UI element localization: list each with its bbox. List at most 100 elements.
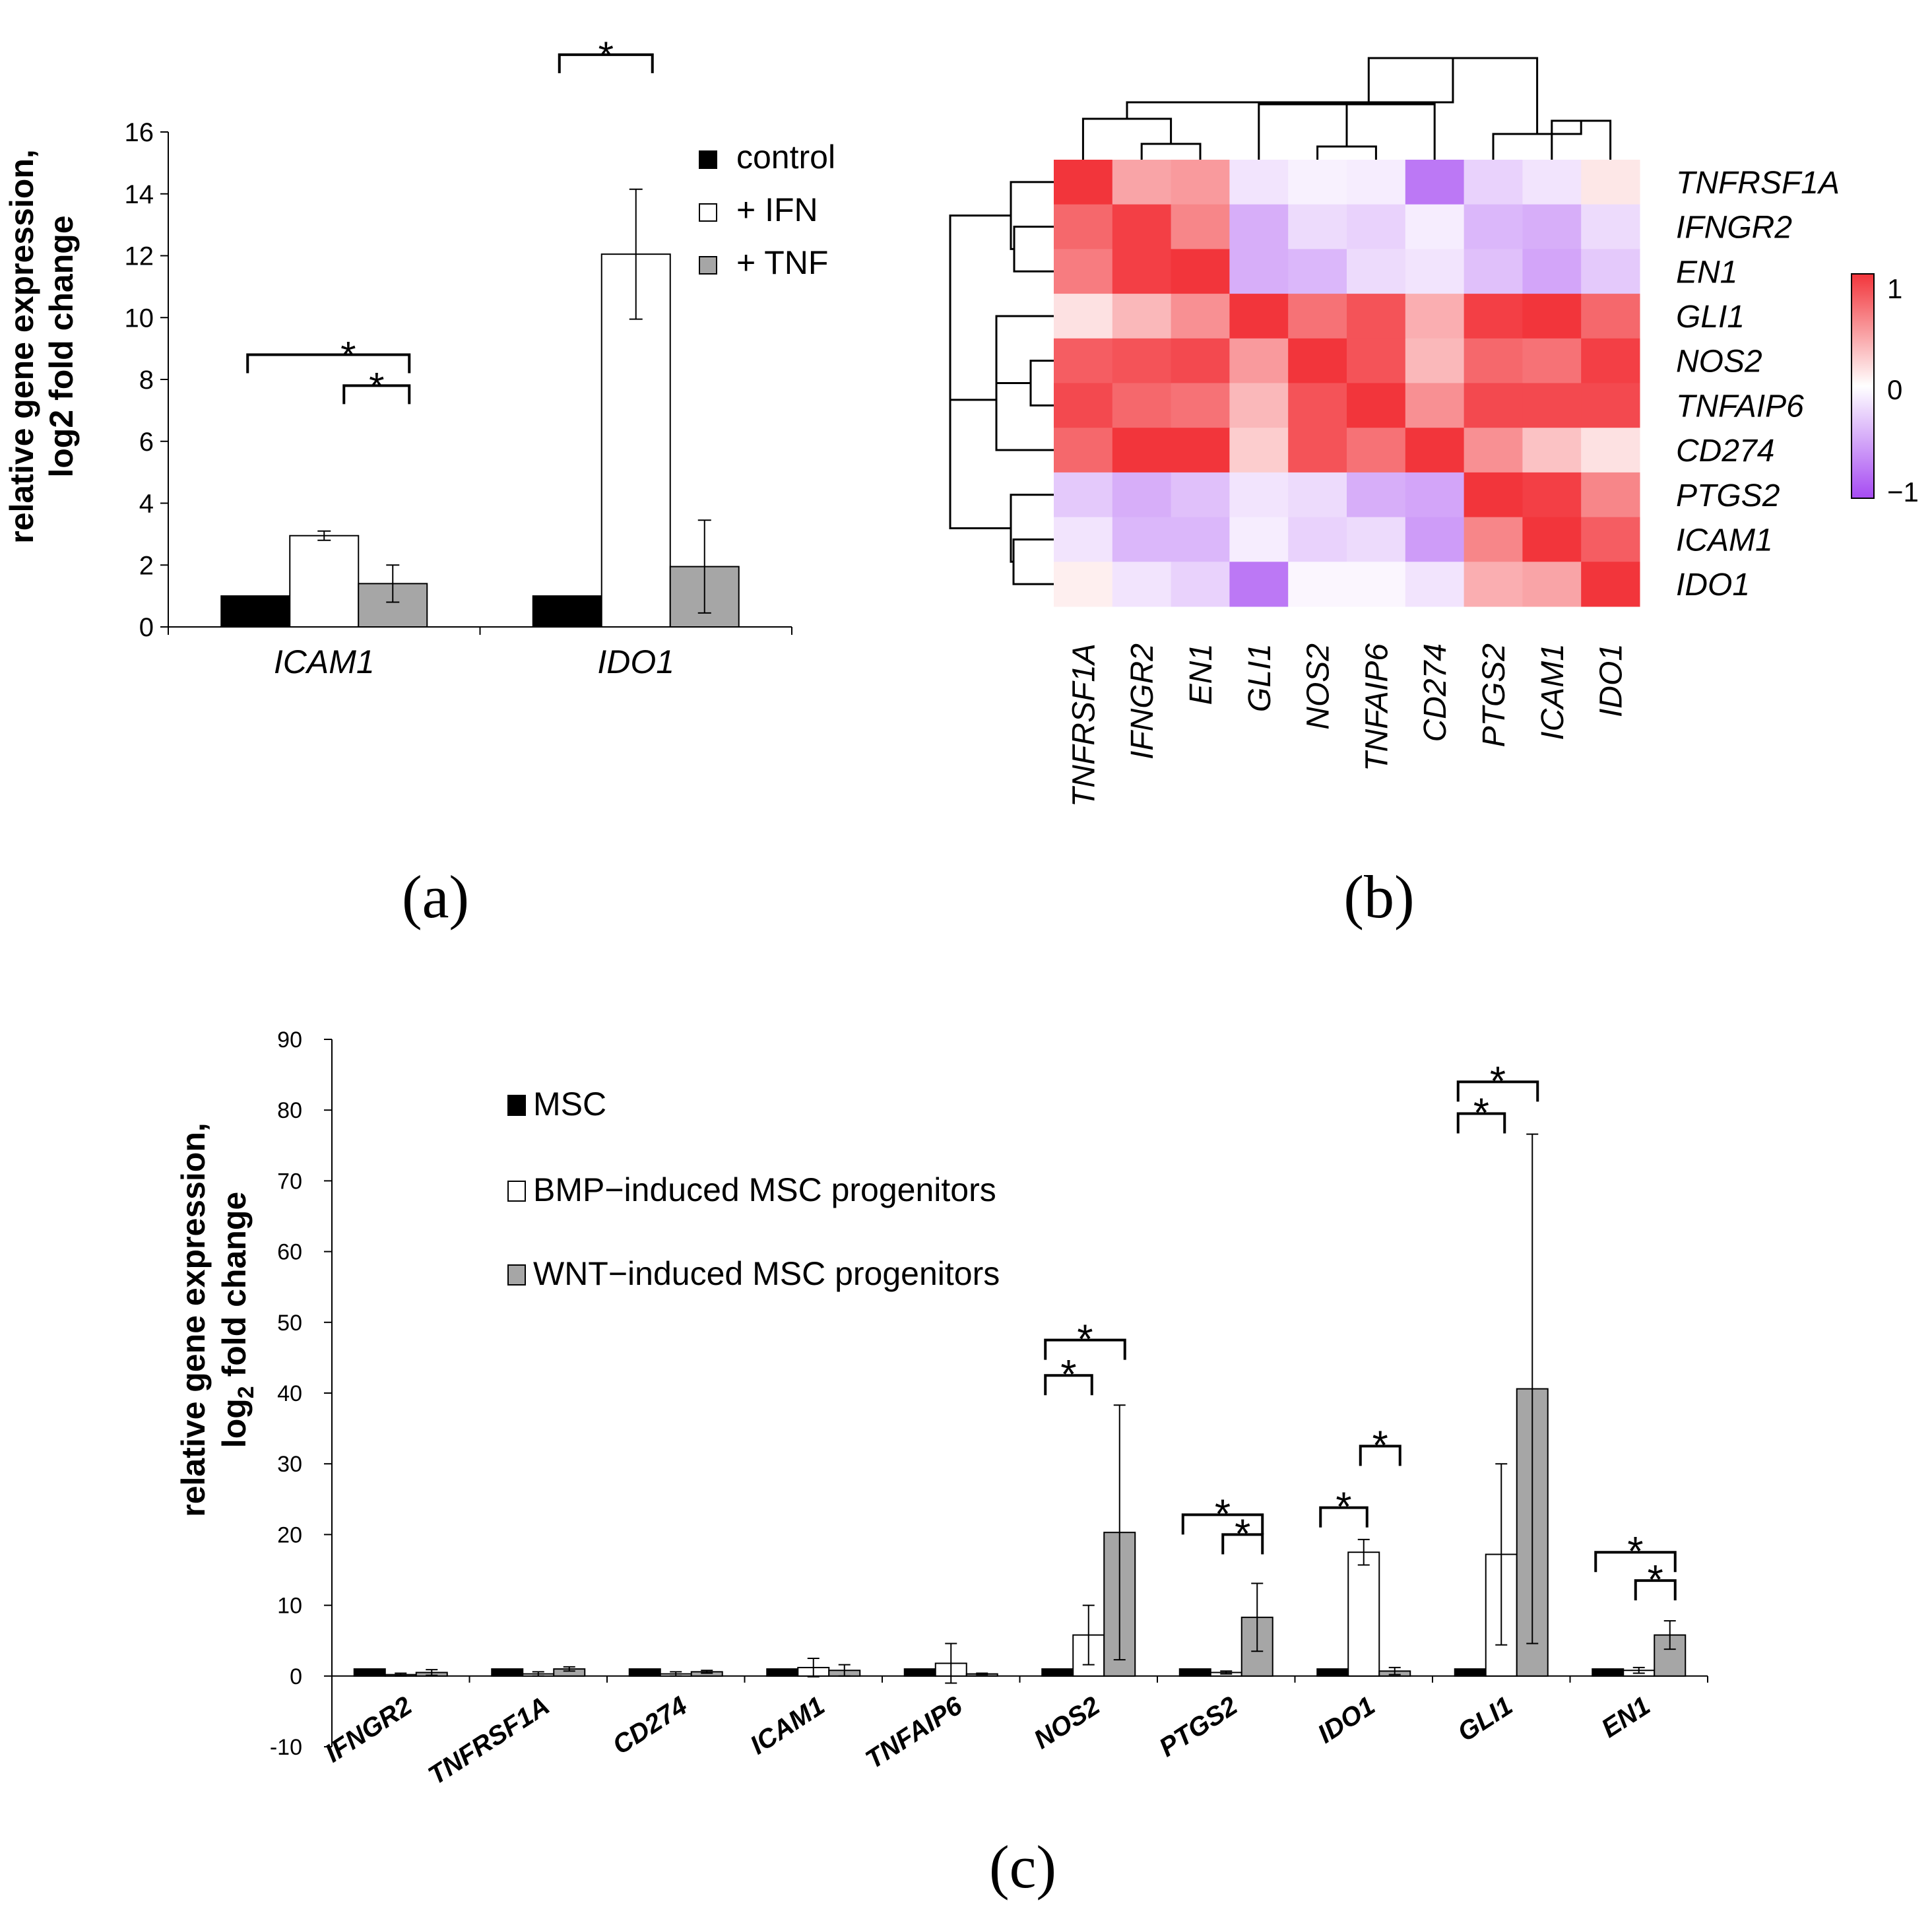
panel-b-cell-icam1-gli1 <box>1229 517 1288 562</box>
panel-b-cell-ido1-tnfrsf1a <box>1054 562 1112 606</box>
panel-b-cell-icam1-ido1 <box>1581 517 1640 562</box>
panel-b-cell-gli1-icam1 <box>1522 294 1581 339</box>
panel-b-cell-tnfrsf1a-ido1 <box>1581 160 1640 205</box>
panel-a-label: (a) <box>402 863 469 930</box>
panel-b-cell-ifngr2-cd274 <box>1405 205 1464 249</box>
panel-c-y-tick-label: 10 <box>277 1594 302 1619</box>
panel-b-cell-cd274-tnfaip6 <box>1347 428 1405 472</box>
panel-b-row-label-ptgs2: PTGS2 <box>1676 478 1780 513</box>
panel-b-cell-tnfaip6-nos2 <box>1288 383 1347 428</box>
panel-b-cell-icam1-icam1 <box>1522 517 1581 562</box>
panel-b-cell-cd274-ptgs2 <box>1464 428 1523 472</box>
panel-a-bar-control-ido1 <box>533 596 602 627</box>
panel-b-cell-nos2-tnfrsf1a <box>1054 339 1112 383</box>
panel-c-significance-star: * <box>1215 1491 1231 1537</box>
panel-a-legend-label-control: control <box>736 139 835 176</box>
panel-c-ylabel-log: log <box>216 1398 253 1448</box>
figure: relative gene expression, log2 fold chan… <box>0 0 1932 1921</box>
panel-a-legend-swatch-ifn <box>699 204 717 221</box>
panel-b-row-label-cd274: CD274 <box>1676 434 1774 469</box>
panel-b-cell-ptgs2-cd274 <box>1405 472 1464 517</box>
panel-b-cell-nos2-cd274 <box>1405 339 1464 383</box>
panel-c-significance-star: * <box>1627 1529 1643 1575</box>
panel-b-cell-en1-ido1 <box>1581 249 1640 294</box>
panel-a-y-tick-label: 12 <box>125 242 154 271</box>
panel-b-cell-tnfrsf1a-icam1 <box>1522 160 1581 205</box>
panel-c-label: (c) <box>989 1833 1056 1901</box>
panel-b-row-label-icam1: ICAM1 <box>1676 523 1773 558</box>
panel-b-cell-tnfaip6-ifngr2 <box>1112 383 1171 428</box>
panel-c-bar-msc-ifngr2 <box>354 1669 385 1676</box>
panel-c-significance-star: * <box>1490 1058 1506 1104</box>
panel-b-cell-cd274-tnfrsf1a <box>1054 428 1112 472</box>
panel-b-row-label-ido1: IDO1 <box>1676 568 1750 602</box>
panel-c-significance-star: * <box>1235 1511 1250 1557</box>
panel-b-cell-tnfrsf1a-tnfaip6 <box>1347 160 1405 205</box>
panel-c-significance-star: * <box>1336 1485 1351 1530</box>
panel-b-cell-tnfrsf1a-cd274 <box>1405 160 1464 205</box>
panel-b-cell-nos2-nos2 <box>1288 339 1347 383</box>
panel-b-cell-icam1-cd274 <box>1405 517 1464 562</box>
panel-b-cell-ptgs2-gli1 <box>1229 472 1288 517</box>
panel-c-significance-star: * <box>1060 1352 1076 1398</box>
panel-b-cell-nos2-gli1 <box>1229 339 1288 383</box>
panel-b-cell-nos2-ptgs2 <box>1464 339 1523 383</box>
panel-c-y-tick-label: 80 <box>277 1098 302 1123</box>
panel-b-row-label-ifngr2: IFNGR2 <box>1676 211 1792 245</box>
panel-b-cell-ptgs2-en1 <box>1171 472 1230 517</box>
panel-a-y-tick-label: 14 <box>125 180 154 209</box>
panel-b-cell-nos2-ifngr2 <box>1112 339 1171 383</box>
panel-b-cell-ifngr2-nos2 <box>1288 205 1347 249</box>
panel-a-legend-swatch-control <box>699 151 717 168</box>
panel-b-col-label-ptgs2: PTGS2 <box>1477 643 1512 747</box>
panel-b-cell-ido1-nos2 <box>1288 562 1347 606</box>
panel-b-cell-gli1-ptgs2 <box>1464 294 1523 339</box>
panel-b-cell-ptgs2-ptgs2 <box>1464 472 1523 517</box>
panel-c-bar-msc-tnfrsf1a <box>492 1669 523 1676</box>
panel-a-bar-control-icam1 <box>221 596 290 627</box>
panel-b-cell-en1-icam1 <box>1522 249 1581 294</box>
panel-c-significance-star: * <box>1372 1423 1388 1468</box>
panel-b-cell-ptgs2-tnfaip6 <box>1347 472 1405 517</box>
panel-b-cell-cd274-en1 <box>1171 428 1230 472</box>
panel-b-cell-cd274-nos2 <box>1288 428 1347 472</box>
panel-b-cell-cd274-icam1 <box>1522 428 1581 472</box>
panel-a-significance-star: * <box>369 364 384 408</box>
panel-a-significance-star: * <box>340 334 356 378</box>
panel-b-cell-tnfaip6-en1 <box>1171 383 1230 428</box>
panel-b-cell-ifngr2-tnfrsf1a <box>1054 205 1112 249</box>
panel-b-cell-tnfrsf1a-ptgs2 <box>1464 160 1523 205</box>
panel-b-cell-nos2-ido1 <box>1581 339 1640 383</box>
panel-b-cell-cd274-ifngr2 <box>1112 428 1171 472</box>
panel-b-cell-cd274-gli1 <box>1229 428 1288 472</box>
panel-b-cell-ifngr2-tnfaip6 <box>1347 205 1405 249</box>
panel-b-row-label-tnfrsf1a: TNFRSF1A <box>1676 166 1840 201</box>
panel-b-cell-en1-ifngr2 <box>1112 249 1171 294</box>
panel-b-cell-ifngr2-en1 <box>1171 205 1230 249</box>
figure-background <box>0 0 1932 1921</box>
panel-b-cell-icam1-en1 <box>1171 517 1230 562</box>
panel-b-cell-tnfrsf1a-gli1 <box>1229 160 1288 205</box>
panel-a-ylabel-line1: relative gene expression, <box>3 149 40 544</box>
panel-b-cell-ifngr2-icam1 <box>1522 205 1581 249</box>
panel-c-bar-bmp-induced-msc-progenitors-ido1 <box>1348 1552 1379 1676</box>
panel-c-y-tick-label: 60 <box>277 1240 302 1265</box>
panel-c-bar-msc-icam1 <box>767 1669 798 1676</box>
panel-b-cell-gli1-tnfrsf1a <box>1054 294 1112 339</box>
panel-a-y-tick-label: 16 <box>125 118 154 147</box>
panel-b-cell-en1-en1 <box>1171 249 1230 294</box>
panel-b-cell-en1-ptgs2 <box>1464 249 1523 294</box>
panel-b-cell-gli1-en1 <box>1171 294 1230 339</box>
panel-c-y-tick-label: 50 <box>277 1311 302 1336</box>
panel-c-significance-star: * <box>1077 1317 1093 1363</box>
panel-b-cell-ptgs2-ido1 <box>1581 472 1640 517</box>
panel-a-category-label: IDO1 <box>597 643 674 680</box>
panel-b-cell-gli1-nos2 <box>1288 294 1347 339</box>
panel-b-cell-ifngr2-ido1 <box>1581 205 1640 249</box>
panel-b-cell-tnfaip6-tnfaip6 <box>1347 383 1405 428</box>
panel-b-cell-tnfrsf1a-tnfrsf1a <box>1054 160 1112 205</box>
panel-b-colorbar <box>1852 274 1874 498</box>
panel-b-cell-ido1-tnfaip6 <box>1347 562 1405 606</box>
panel-b-cell-tnfaip6-tnfrsf1a <box>1054 383 1112 428</box>
panel-c-y-tick-label: -10 <box>270 1735 302 1760</box>
